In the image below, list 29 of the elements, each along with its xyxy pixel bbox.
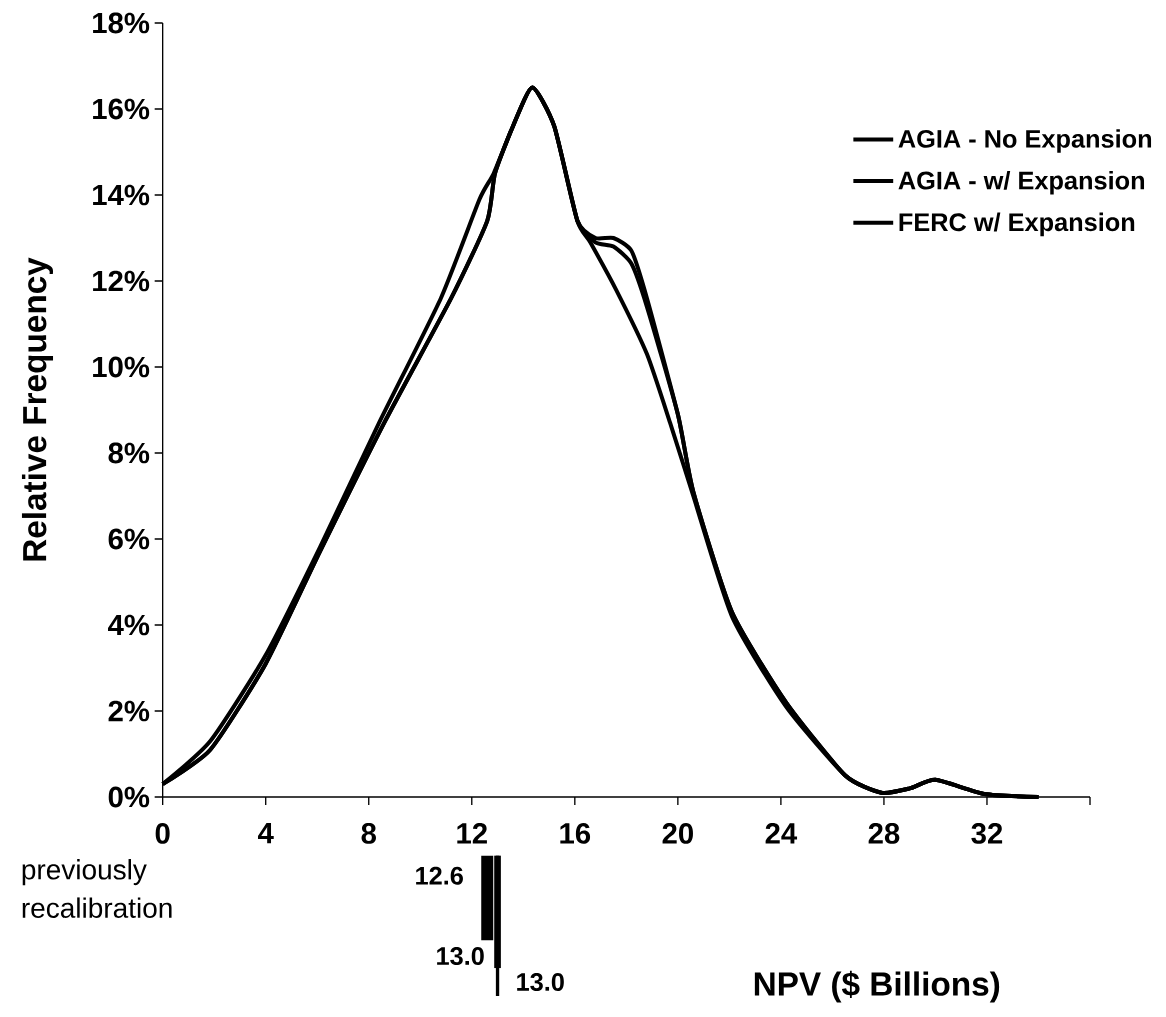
- ref-line-label: 13.0: [437, 947, 484, 966]
- y-tick-label: 16%: [93, 98, 150, 120]
- text: recalibration: [22, 897, 172, 918]
- x-tick-label: 32: [971, 823, 1003, 844]
- y-tick-label: 2%: [108, 700, 150, 722]
- y-tick-label: 0%: [108, 786, 150, 808]
- y-tick-label: 10%: [93, 356, 150, 378]
- y-axis-title: Relative Frequency: [21, 257, 54, 561]
- y-tick-label: 14%: [93, 184, 150, 206]
- y-tick-label: 4%: [108, 614, 150, 636]
- legend-label: AGIA - w/ Expansion: [898, 170, 1145, 195]
- x-tick-label: 20: [662, 823, 693, 844]
- ref-line-label: 13.0: [517, 973, 564, 991]
- y-tick-label: 6%: [108, 528, 150, 550]
- x-tick-label: 24: [765, 823, 798, 844]
- x-tick-label: 8: [361, 823, 376, 844]
- x-tick-label: 12: [457, 823, 487, 844]
- y-tick-label: 12%: [93, 270, 150, 292]
- y-tick-label: 18%: [93, 12, 150, 34]
- x-tick-label: 4: [257, 823, 274, 844]
- x-tick-label: 16: [560, 823, 591, 844]
- x-axis-title: NPV ($ Billions): [754, 970, 1000, 1003]
- x-tick-label: 28: [868, 823, 900, 844]
- x-tick-label: 0: [155, 823, 170, 844]
- ref-line-label: 12.6: [416, 866, 463, 885]
- text: previously: [22, 859, 147, 886]
- y-tick-label: 8%: [108, 442, 150, 464]
- legend-label: FERC w/ Expansion: [899, 212, 1135, 237]
- legend-label: AGIA - No Expansion: [898, 129, 1152, 153]
